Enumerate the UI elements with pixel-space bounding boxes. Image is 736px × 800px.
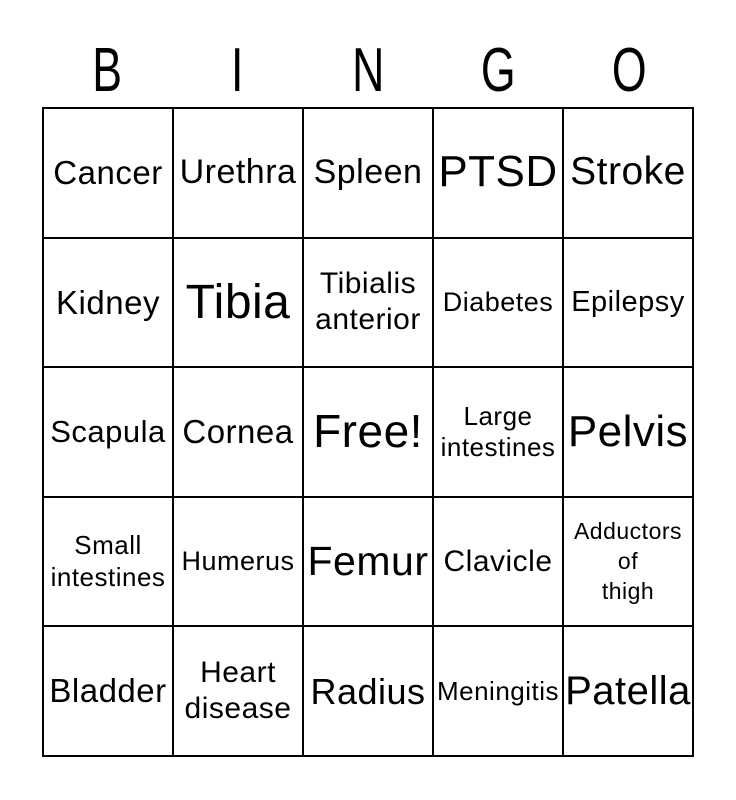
bingo-cell-humerus[interactable]: Humerus [174, 497, 302, 626]
bingo-cell-diabetes[interactable]: Diabetes [434, 238, 562, 367]
bingo-cell-cancer[interactable]: Cancer [44, 109, 172, 237]
bingo-cell-small-intestines[interactable]: Small intestines [44, 497, 172, 626]
bingo-cell-tibialis-anterior[interactable]: Tibialis anterior [304, 238, 432, 367]
bingo-letter-g: G [481, 36, 516, 105]
bingo-cell-stroke[interactable]: Stroke [564, 109, 692, 237]
bingo-grid: Cancer Urethra Spleen PTSD Stroke Kidney… [42, 107, 694, 757]
bingo-cell-pelvis[interactable]: Pelvis [564, 368, 692, 496]
bingo-letter-n: N [351, 36, 385, 105]
bingo-cell-urethra[interactable]: Urethra [174, 109, 302, 237]
bingo-cell-large-intestines[interactable]: Large intestines [434, 368, 562, 496]
bingo-cell-meningitis[interactable]: Meningitis [434, 627, 562, 755]
bingo-letter-i: I [231, 36, 244, 105]
bingo-letter-o: O [611, 36, 647, 105]
bingo-title: B I N G O [42, 40, 694, 102]
bingo-cell-femur[interactable]: Femur [304, 497, 432, 626]
bingo-cell-cornea[interactable]: Cornea [174, 368, 302, 496]
bingo-cell-clavicle[interactable]: Clavicle [434, 497, 562, 626]
bingo-letter-b: B [92, 36, 123, 105]
bingo-cell-heart-disease[interactable]: Heart disease [174, 627, 302, 755]
bingo-cell-bladder[interactable]: Bladder [44, 627, 172, 755]
bingo-cell-radius[interactable]: Radius [304, 627, 432, 755]
bingo-cell-adductors-of-thigh[interactable]: Adductors of thigh [564, 497, 692, 626]
bingo-cell-tibia[interactable]: Tibia [174, 238, 302, 367]
bingo-cell-scapula[interactable]: Scapula [44, 368, 172, 496]
bingo-cell-patella[interactable]: Patella [564, 627, 692, 755]
bingo-cell-free[interactable]: Free! [304, 368, 432, 496]
bingo-cell-epilepsy[interactable]: Epilepsy [564, 238, 692, 367]
bingo-cell-spleen[interactable]: Spleen [304, 109, 432, 237]
bingo-cell-ptsd[interactable]: PTSD [434, 109, 562, 237]
bingo-cell-kidney[interactable]: Kidney [44, 238, 172, 367]
